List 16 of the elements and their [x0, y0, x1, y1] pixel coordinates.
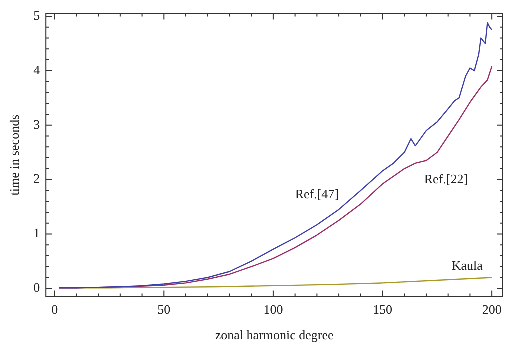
y-tick-label: 3: [34, 116, 40, 132]
series-label: Kaula: [452, 258, 484, 273]
series-label: Ref.[47]: [295, 186, 340, 202]
y-tick-label: 1: [34, 226, 40, 241]
y-axis-title: time in seconds: [7, 114, 22, 196]
x-tick-label: 150: [373, 302, 393, 318]
x-tick-label: 50: [158, 302, 171, 318]
series-label: Ref.[22]: [424, 172, 468, 187]
y-tick-label: 4: [34, 62, 41, 78]
y-tick-label: 5: [34, 8, 40, 23]
x-tick-label: 100: [264, 302, 284, 318]
x-tick-label: 0: [52, 302, 58, 318]
y-tick-label: 2: [34, 171, 40, 186]
y-tick-label: 0: [34, 280, 40, 296]
x-tick-label: 200: [482, 302, 502, 318]
x-axis-title: zonal harmonic degree: [215, 328, 334, 343]
